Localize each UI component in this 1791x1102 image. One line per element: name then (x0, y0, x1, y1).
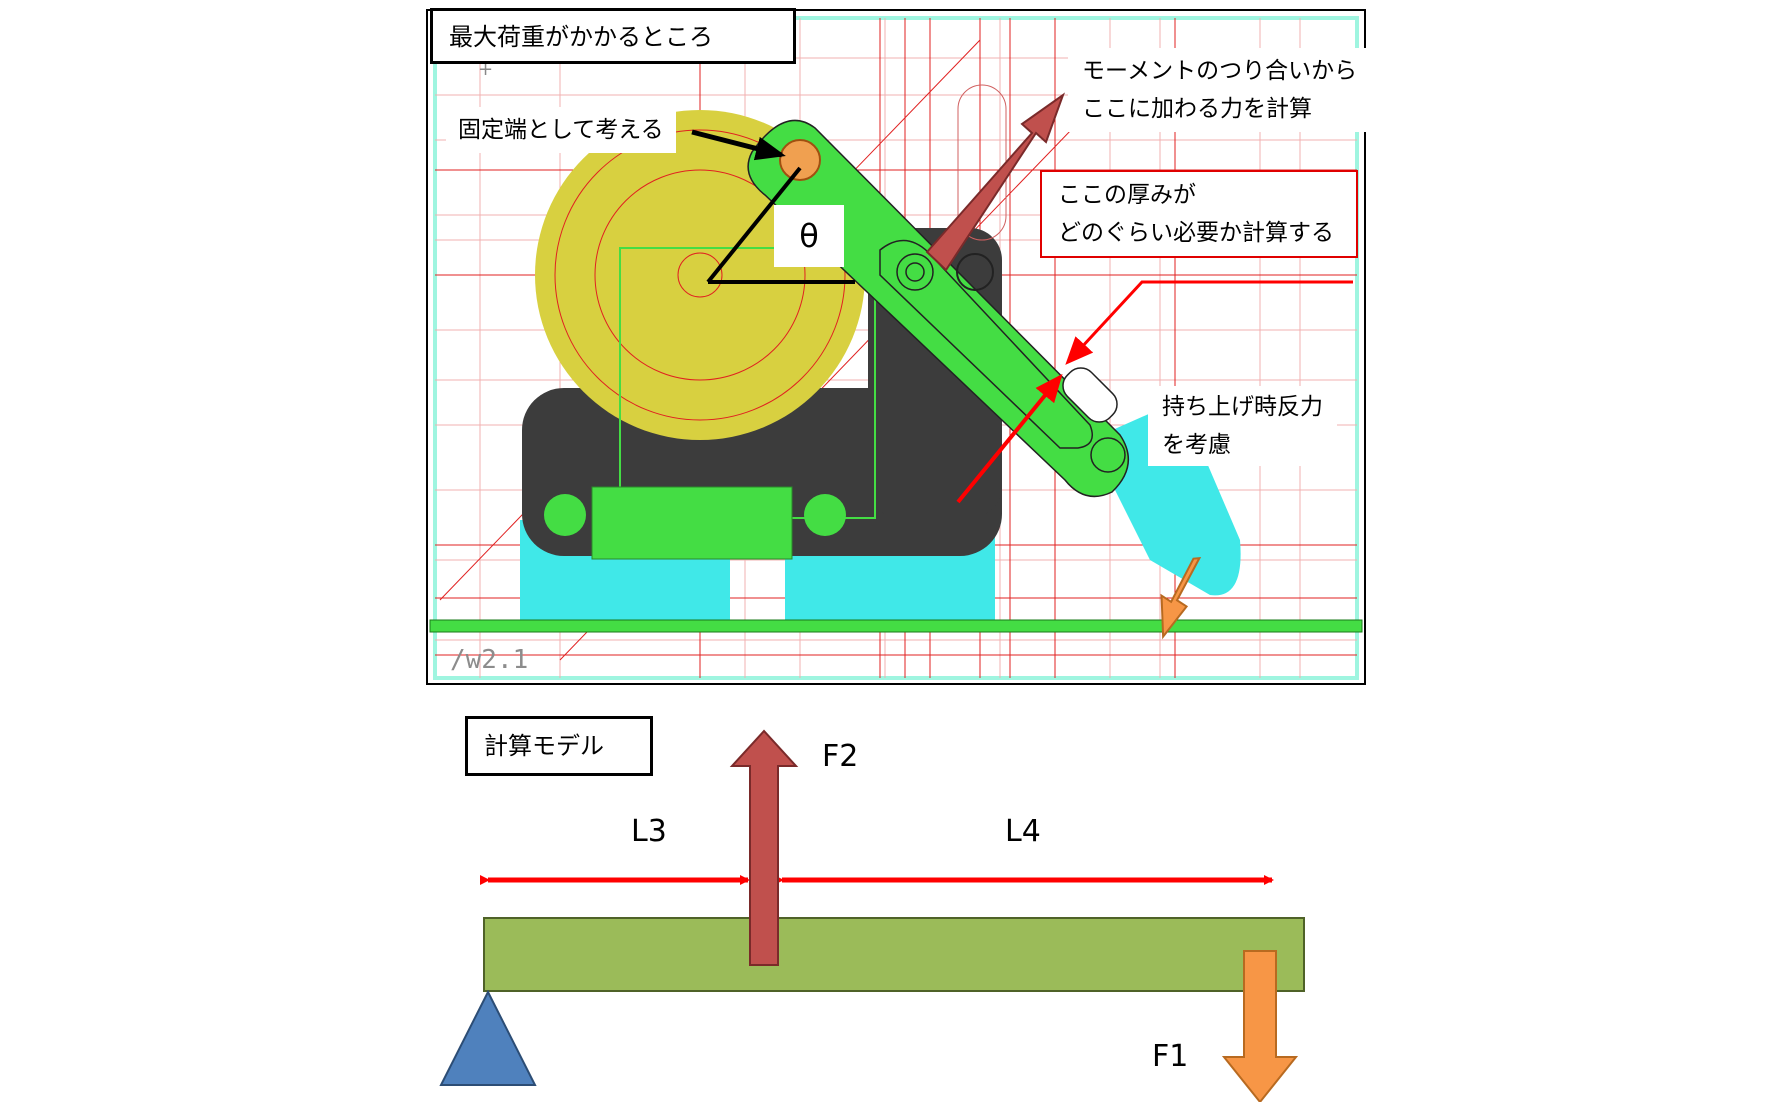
beam (483, 917, 1305, 992)
calculation-model (439, 729, 1305, 1102)
force-f1-label: F1 (1152, 1039, 1189, 1074)
thickness-note-line1: ここの厚みが (1058, 182, 1196, 208)
thickness-note: ここの厚みが どのぐらい必要か計算する (1040, 170, 1358, 258)
moment-note-line2: ここに加わる力を計算 (1082, 96, 1312, 122)
drawing-inner-border (433, 16, 1359, 680)
bottom-mounts (544, 486, 846, 560)
moment-note: モーメントのつり合いから ここに加わる力を計算 (1068, 48, 1372, 132)
reaction-note-line1: 持ち上げ時反力 (1162, 394, 1323, 420)
force-f2-label: F2 (822, 739, 859, 774)
length-l3-label: L3 (631, 814, 667, 849)
model-title: 計算モデル (465, 716, 653, 776)
force-f1-arrow (1221, 950, 1299, 1102)
moment-force-arrow (925, 92, 1066, 272)
moment-note-line1: モーメントのつり合いから (1082, 58, 1358, 84)
drawing-watermark: /w2.1 (450, 645, 529, 675)
fixed-end-pivot (779, 139, 821, 181)
reaction-note-line2: を考慮 (1162, 432, 1231, 458)
fixed-end-pointer (691, 129, 786, 161)
length-l4-label: L4 (1005, 814, 1041, 849)
reaction-force-arrow (1160, 556, 1202, 640)
thickness-note-line2: どのぐらい必要か計算する (1058, 220, 1334, 246)
ground-rail (429, 619, 1363, 633)
theta-label: θ (774, 205, 844, 267)
crosshair-mark: + (478, 59, 493, 80)
pin-support-triangle (439, 989, 537, 1086)
force-f2-arrow (729, 729, 799, 966)
theta-angle-lines (706, 166, 855, 284)
thickness-pointer (1065, 280, 1353, 365)
reaction-pointer (956, 373, 1063, 504)
reaction-note: 持ち上げ時反力 を考慮 (1148, 386, 1337, 466)
drawing-title: 最大荷重がかかるところ (430, 8, 796, 64)
fixed-end-label: 固定端として考える (446, 107, 676, 153)
